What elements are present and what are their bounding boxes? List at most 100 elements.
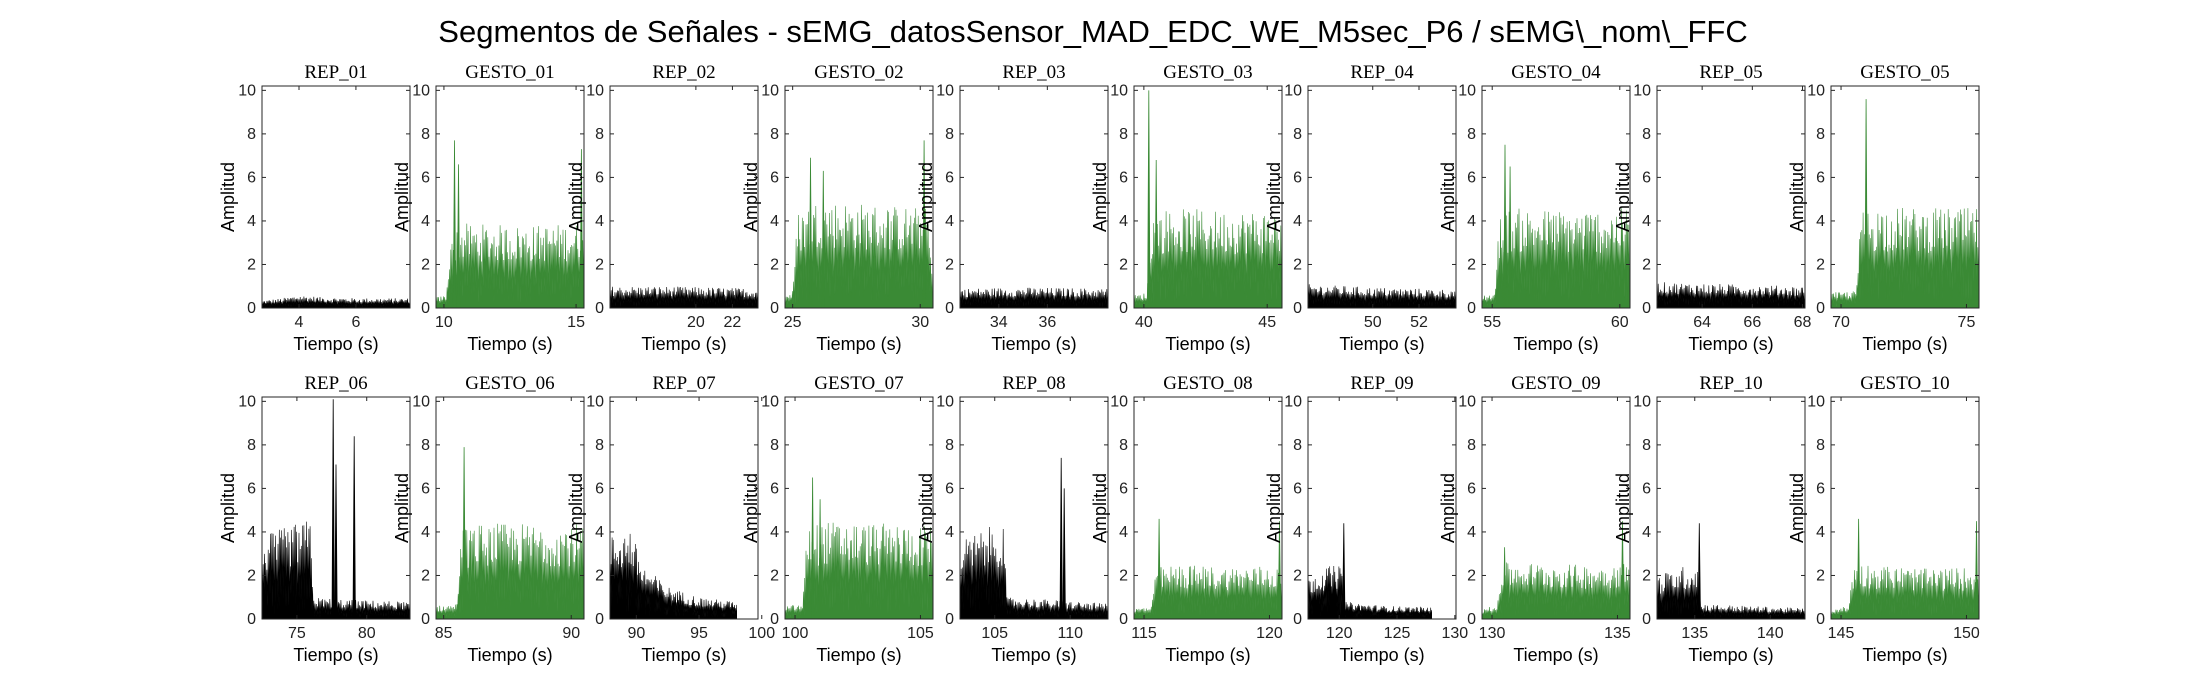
signal-spike-1 bbox=[1342, 523, 1346, 620]
y-tick-label: 6 bbox=[1293, 480, 1302, 497]
x-axis-label: Tiempo (s) bbox=[991, 334, 1076, 354]
signal-trace bbox=[261, 296, 411, 309]
y-tick-label: 10 bbox=[238, 393, 256, 410]
y-axis-label: Amplitud bbox=[1613, 473, 1633, 543]
y-tick-label: 8 bbox=[247, 437, 256, 454]
y-tick-label: 0 bbox=[595, 611, 604, 628]
subplot-title: REP_03 bbox=[1002, 62, 1065, 83]
y-tick-label: 10 bbox=[1284, 393, 1302, 410]
y-tick-label: 8 bbox=[421, 126, 430, 143]
y-tick-label: 2 bbox=[595, 256, 604, 273]
axes-frame bbox=[261, 396, 411, 620]
y-tick-label: 4 bbox=[1293, 524, 1302, 541]
y-tick-label: 8 bbox=[1467, 126, 1476, 143]
subplot-rep_07: 0 2 4 6 8 10 90 95 100 REP_07 Tiempo (s) Amplitud bbox=[566, 373, 775, 665]
x-tick-label: 52 bbox=[1410, 314, 1428, 331]
x-tick-label: 20 bbox=[687, 314, 705, 331]
signal-spike-1 bbox=[331, 399, 335, 620]
signal-spike-1 bbox=[1502, 547, 1507, 620]
signal-spike-1 bbox=[1147, 90, 1151, 309]
subplot-title: REP_01 bbox=[304, 62, 367, 83]
y-tick-label: 8 bbox=[1816, 437, 1825, 454]
y-tick-label: 0 bbox=[1642, 300, 1651, 317]
y-tick-label: 0 bbox=[595, 300, 604, 317]
y-tick-label: 2 bbox=[1816, 256, 1825, 273]
y-tick-label: 4 bbox=[770, 524, 779, 541]
y-tick-label: 4 bbox=[421, 524, 430, 541]
signal-spike-1 bbox=[810, 477, 815, 620]
y-tick-label: 8 bbox=[1816, 126, 1825, 143]
y-tick-label: 10 bbox=[412, 82, 430, 99]
y-tick-label: 10 bbox=[1110, 393, 1128, 410]
y-tick-label: 4 bbox=[1119, 213, 1128, 230]
x-tick-label: 95 bbox=[690, 625, 708, 642]
subplot-title: REP_02 bbox=[652, 62, 715, 83]
x-tick-label: 135 bbox=[1681, 625, 1708, 642]
x-tick-label: 36 bbox=[1038, 314, 1056, 331]
y-tick-label: 8 bbox=[945, 126, 954, 143]
y-tick-label: 2 bbox=[595, 567, 604, 584]
x-tick-label: 105 bbox=[981, 625, 1008, 642]
y-tick-label: 0 bbox=[1293, 611, 1302, 628]
y-tick-label: 2 bbox=[1816, 567, 1825, 584]
y-tick-label: 0 bbox=[421, 300, 430, 317]
signal-trace bbox=[435, 523, 585, 620]
axes-frame bbox=[959, 85, 1109, 309]
x-tick-label: 4 bbox=[295, 314, 304, 331]
x-tick-label: 34 bbox=[990, 314, 1008, 331]
y-tick-label: 8 bbox=[247, 126, 256, 143]
x-tick-label: 135 bbox=[1604, 625, 1631, 642]
y-tick-label: 4 bbox=[1816, 213, 1825, 230]
y-tick-label: 2 bbox=[770, 567, 779, 584]
subplot-gesto_02: 0 2 4 6 8 10 25 30 GESTO_02 Tiempo (s) Amplitud bbox=[741, 62, 934, 354]
y-tick-label: 2 bbox=[1119, 256, 1128, 273]
y-tick-label: 6 bbox=[1119, 169, 1128, 186]
x-tick-label: 45 bbox=[1258, 314, 1276, 331]
signal-trace bbox=[784, 522, 934, 620]
signal-spike-3 bbox=[352, 436, 356, 620]
axes-frame bbox=[1656, 85, 1806, 309]
y-tick-label: 4 bbox=[945, 524, 954, 541]
y-axis-label: Amplitud bbox=[566, 162, 586, 232]
x-tick-label: 50 bbox=[1364, 314, 1382, 331]
x-tick-label: 145 bbox=[1828, 625, 1855, 642]
axes-frame bbox=[1656, 396, 1806, 620]
x-axis-label: Tiempo (s) bbox=[1688, 645, 1773, 665]
y-tick-label: 6 bbox=[421, 169, 430, 186]
y-tick-label: 4 bbox=[1642, 524, 1651, 541]
y-tick-label: 6 bbox=[1642, 169, 1651, 186]
y-tick-label: 6 bbox=[421, 480, 430, 497]
y-tick-label: 4 bbox=[247, 213, 256, 230]
y-tick-label: 2 bbox=[945, 256, 954, 273]
y-tick-label: 0 bbox=[945, 611, 954, 628]
y-tick-label: 6 bbox=[770, 169, 779, 186]
y-tick-label: 4 bbox=[945, 213, 954, 230]
signal-trace bbox=[1307, 284, 1457, 309]
y-tick-label: 4 bbox=[1467, 524, 1476, 541]
signal-trace bbox=[435, 223, 585, 309]
signal-spike-2 bbox=[1974, 521, 1979, 620]
y-tick-label: 0 bbox=[1119, 611, 1128, 628]
signal-spike-1 bbox=[1157, 518, 1161, 620]
y-tick-label: 6 bbox=[1467, 169, 1476, 186]
subplot-title: REP_06 bbox=[304, 373, 367, 394]
y-axis-label: Amplitud bbox=[1264, 162, 1284, 232]
signal-trace bbox=[1830, 207, 1980, 309]
signal-trace bbox=[1830, 565, 1980, 620]
x-tick-label: 80 bbox=[358, 625, 376, 642]
x-tick-label: 70 bbox=[1832, 314, 1850, 331]
x-axis-label: Tiempo (s) bbox=[816, 645, 901, 665]
subplot-title: GESTO_09 bbox=[1511, 373, 1600, 394]
signal-spike-2 bbox=[1062, 488, 1066, 620]
y-axis-label: Amplitud bbox=[218, 473, 238, 543]
y-tick-label: 0 bbox=[1467, 300, 1476, 317]
x-tick-label: 60 bbox=[1611, 314, 1629, 331]
y-tick-label: 2 bbox=[945, 567, 954, 584]
x-tick-label: 125 bbox=[1384, 625, 1411, 642]
axes-frame bbox=[609, 396, 759, 620]
signal-spike-2 bbox=[821, 170, 825, 309]
x-tick-label: 130 bbox=[1479, 625, 1506, 642]
axes-frame bbox=[1481, 85, 1631, 309]
